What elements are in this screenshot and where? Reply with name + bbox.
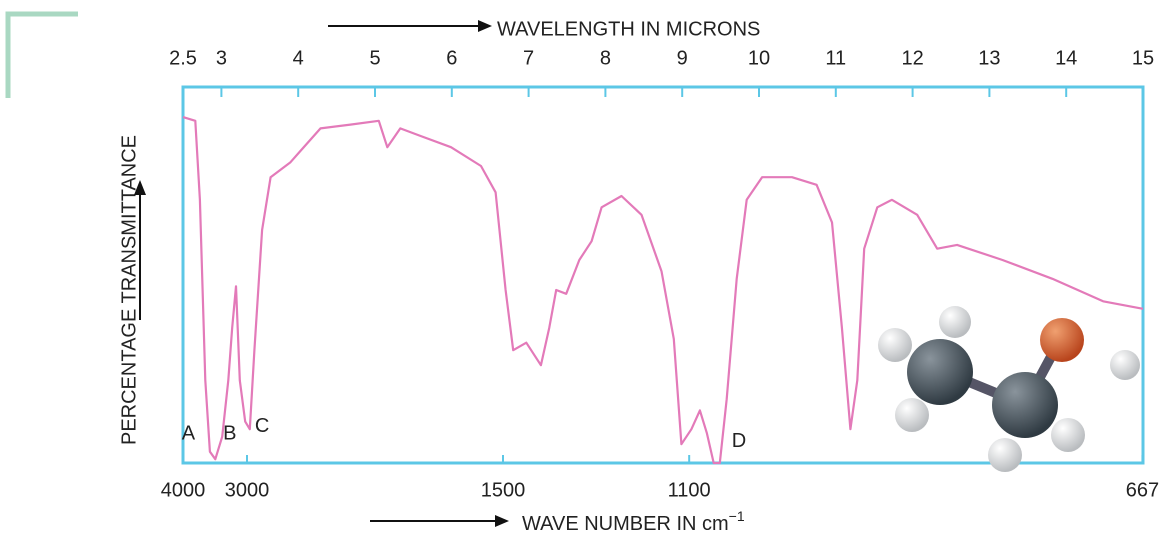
x-tick-label: 15 [1132,47,1154,69]
x-tick-label: 8 [600,47,611,69]
x2-tick-label: 1500 [481,479,526,501]
x2-axis-label-text: WAVE NUMBER IN cm [522,513,729,535]
annotation: A [182,422,196,444]
x-tick-label: 13 [978,47,1000,69]
x-tick-label: 6 [446,47,457,69]
y-axis-label: PERCENTAGE TRANSMITTANCE [118,135,140,445]
arrow-head [495,515,509,527]
x-tick-label: 11 [825,47,846,69]
x-tick-label: 4 [293,47,304,69]
corner-bracket [8,14,78,98]
x-tick-label: 9 [677,47,688,69]
x2-axis-label: WAVE NUMBER IN cm−1 [522,508,745,536]
x-tick-label: 3 [216,47,227,69]
x2-tick-label: 667 [1126,479,1159,501]
x-tick-label: 14 [1055,47,1077,69]
x-tick-label: 2.5 [169,47,197,69]
x-tick-label: 12 [901,47,923,69]
ethanol-model [878,306,1140,472]
x2-tick-label: 4000 [161,479,206,501]
chart: WAVELENGTH IN MICRONS WAVE NUMBER IN cm−… [0,0,1165,548]
x2-axis-label-exponent: −1 [729,508,745,524]
x2-tick-label: 1100 [668,479,711,501]
annotation: B [223,422,236,444]
annotation: C [255,415,269,437]
arrow-head [478,20,492,32]
x-tick-label: 5 [369,47,380,69]
y-axis-title-group: PERCENTAGE TRANSMITTANCE [118,135,140,445]
chart-title: WAVELENGTH IN MICRONS [497,18,760,40]
x2-tick-label: 3000 [225,479,270,501]
x-tick-label: 7 [523,47,534,69]
x-tick-label: 10 [748,47,770,69]
annotation: D [732,430,746,452]
